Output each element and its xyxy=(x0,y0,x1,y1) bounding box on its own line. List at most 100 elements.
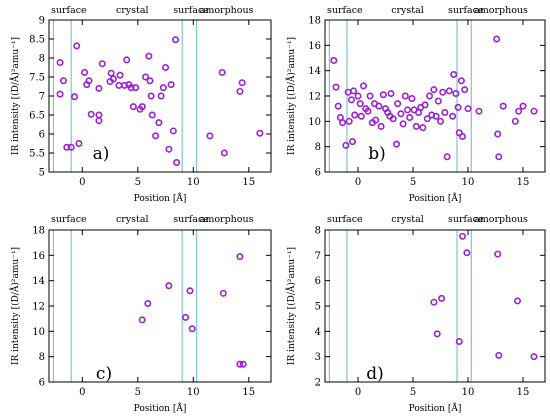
y-tick-label: 12 xyxy=(308,92,321,103)
data-point xyxy=(98,60,106,68)
data-point xyxy=(172,36,180,44)
data-point xyxy=(401,92,409,100)
data-point xyxy=(107,69,115,77)
data-point xyxy=(455,337,463,345)
data-point xyxy=(515,107,523,115)
data-point xyxy=(345,117,353,125)
panel-label: d) xyxy=(366,364,384,384)
y-tick-label: 8 xyxy=(39,352,45,363)
data-point xyxy=(408,95,416,103)
y-tick-label: 8 xyxy=(315,226,321,237)
data-point xyxy=(120,81,128,89)
data-point xyxy=(454,103,462,111)
region-label-amorphous: amorphous xyxy=(474,214,528,225)
data-point xyxy=(348,138,356,146)
y-axis-label: IR intensity [(D/Å)²amu⁻¹] xyxy=(285,37,297,155)
y-tick-label: 12 xyxy=(32,302,45,313)
data-point xyxy=(430,86,438,94)
data-point xyxy=(357,112,365,120)
x-tick-label: 0 xyxy=(79,387,85,398)
data-point xyxy=(127,84,135,92)
region-label-surface: surface xyxy=(173,214,209,225)
y-tick-label: 5 xyxy=(39,168,45,179)
data-point xyxy=(452,89,460,97)
chart-panel-3: 0 5 10 15 6 8 10 12 14 16 18 Position [Å] IR intensi… xyxy=(9,214,272,414)
data-point xyxy=(387,89,395,97)
x-tick-label: 5 xyxy=(410,177,416,188)
y-tick-label: 8 xyxy=(39,54,45,65)
y-tick-label: 4 xyxy=(315,327,321,338)
data-point xyxy=(109,75,117,83)
panel-label: b) xyxy=(368,144,386,164)
y-tick-label: 2 xyxy=(315,378,321,389)
y-axis-label: IR intensity [(D/Å)²amu⁻¹] xyxy=(9,37,21,155)
region-label-surface: surface xyxy=(327,5,363,16)
axis-frame xyxy=(48,229,272,383)
data-point xyxy=(159,84,167,92)
region-label-surface: surface xyxy=(327,214,363,225)
data-point xyxy=(115,81,123,89)
data-point xyxy=(165,145,173,153)
data-point xyxy=(256,129,264,137)
y-tick-label: 6 xyxy=(315,276,321,287)
data-point xyxy=(433,330,441,338)
x-axis-label: Position [Å] xyxy=(409,402,462,414)
data-point xyxy=(219,289,227,297)
data-point xyxy=(138,103,146,111)
data-point xyxy=(458,232,466,240)
x-tick-label: 0 xyxy=(355,177,361,188)
data-point xyxy=(439,88,447,96)
data-point xyxy=(169,127,177,135)
data-point xyxy=(144,299,152,307)
x-axis-label: Position [Å] xyxy=(134,192,187,204)
data-point xyxy=(434,97,442,105)
data-point xyxy=(138,316,146,324)
data-point xyxy=(236,253,244,261)
data-point xyxy=(87,110,95,118)
data-point xyxy=(495,351,503,359)
axis-frame xyxy=(324,19,546,173)
data-point xyxy=(218,68,226,76)
data-point xyxy=(423,115,431,123)
data-point xyxy=(438,294,446,302)
data-point xyxy=(342,141,350,149)
data-point xyxy=(495,153,503,161)
data-point xyxy=(71,93,79,101)
data-point xyxy=(239,360,247,368)
x-tick-label: 10 xyxy=(187,177,200,188)
chart-panel-1: 0 5 10 15 5 5.5 6 6.5 7 7.5 8 8.5 9 Position [Å] IR in… xyxy=(9,5,272,204)
data-point xyxy=(73,42,81,50)
y-tick-label: 6 xyxy=(39,130,45,141)
data-point xyxy=(511,117,519,125)
data-point xyxy=(123,56,131,64)
data-point xyxy=(530,353,538,361)
region-label-amorphous: amorphous xyxy=(200,214,254,225)
data-point xyxy=(399,120,407,128)
data-point xyxy=(155,119,163,127)
data-point xyxy=(142,73,150,81)
data-point xyxy=(419,124,427,132)
data-point xyxy=(359,82,367,90)
data-point xyxy=(457,77,465,85)
data-point xyxy=(436,117,444,125)
data-point xyxy=(406,114,414,122)
data-point xyxy=(375,102,383,110)
region-label-crystal: crystal xyxy=(391,5,424,16)
data-point xyxy=(95,111,103,119)
data-point xyxy=(394,100,402,108)
y-tick-label: 16 xyxy=(32,251,45,262)
data-point xyxy=(445,87,453,95)
axis-frame xyxy=(324,229,546,383)
data-point xyxy=(519,102,527,110)
x-axis-label: Position [Å] xyxy=(409,192,462,204)
data-point xyxy=(85,77,93,85)
y-tick-label: 18 xyxy=(308,16,321,27)
data-point xyxy=(206,132,214,140)
data-point xyxy=(494,250,502,258)
y-tick-label: 14 xyxy=(32,276,45,287)
data-point xyxy=(152,132,160,140)
data-point xyxy=(494,130,502,138)
y-tick-label: 6 xyxy=(315,168,321,179)
data-point xyxy=(350,87,358,95)
x-tick-label: 5 xyxy=(135,387,141,398)
